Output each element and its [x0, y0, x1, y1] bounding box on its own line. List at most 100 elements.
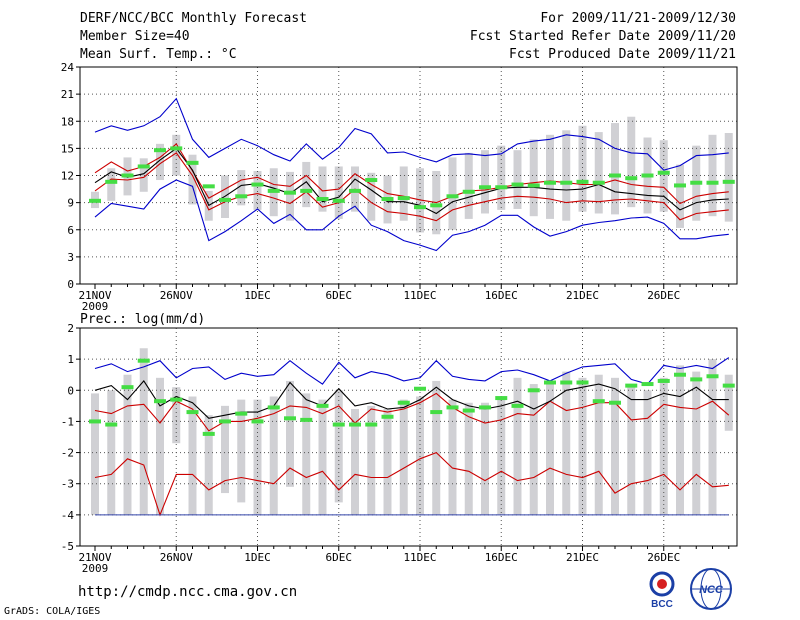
obs-mark: [609, 400, 621, 405]
obs-mark: [657, 378, 670, 383]
spread-box: [643, 390, 652, 515]
spread-box: [481, 402, 489, 515]
y-tick-label: 1: [67, 353, 74, 366]
obs-mark: [722, 383, 735, 388]
series-upper: [94, 143, 729, 205]
spread-box: [188, 396, 197, 515]
series-mean: [94, 147, 729, 215]
obs-mark: [544, 180, 556, 185]
obs-mark: [300, 188, 313, 193]
spread-box: [302, 161, 311, 208]
spread-box: [253, 170, 262, 210]
series-lower: [94, 152, 729, 222]
obs-mark: [706, 180, 719, 185]
series-min: [94, 179, 729, 252]
obs-mark: [397, 196, 410, 201]
obs-mark: [170, 397, 183, 402]
y-tick-label: -3: [61, 478, 74, 491]
obs-mark: [381, 414, 394, 419]
spread-box: [318, 166, 327, 212]
obs-mark: [592, 399, 605, 404]
obs-mark: [430, 203, 443, 208]
obs-mark: [105, 179, 118, 184]
series-lower: [94, 451, 729, 517]
obs-mark: [89, 198, 101, 203]
series-max: [94, 97, 729, 171]
obs-mark: [105, 422, 118, 427]
obs-mark: [154, 148, 166, 153]
spread-box: [204, 415, 213, 515]
obs-mark: [430, 410, 443, 415]
spread-box: [708, 359, 717, 515]
spread-box: [659, 377, 668, 515]
obs-mark: [527, 183, 540, 188]
spread-box: [562, 130, 571, 221]
y-tick-label: 0: [67, 278, 74, 291]
x-tick-label: 11DEC: [403, 551, 436, 564]
y-tick-label: -4: [61, 509, 75, 522]
obs-mark: [576, 380, 589, 385]
x-tick-label: 6DEC: [326, 551, 353, 564]
spread-box: [139, 348, 148, 515]
obs-mark: [446, 194, 459, 199]
x-tick-label: 26NOV: [160, 551, 193, 564]
y-tick-label: 15: [61, 142, 74, 155]
obs-mark: [706, 374, 719, 379]
spread-box: [334, 390, 343, 503]
obs-mark: [202, 184, 215, 189]
obs-mark: [625, 176, 638, 181]
spread-box: [724, 374, 733, 431]
bcc-logo-text: BCC: [651, 599, 673, 610]
spread-box: [497, 396, 506, 515]
x-tick-label: 16DEC: [485, 551, 518, 564]
y-tick-label: 9: [67, 197, 74, 210]
spread-box: [432, 380, 441, 515]
y-tick-label: 21: [61, 88, 74, 101]
x-tick-label: 26NOV: [160, 289, 193, 302]
y-tick-label: 0: [67, 384, 74, 397]
obs-mark: [674, 372, 686, 377]
spread-box: [399, 166, 408, 221]
obs-mark: [544, 380, 556, 385]
obs-mark: [284, 416, 296, 421]
x-tick-label: 16DEC: [485, 289, 518, 302]
series-max: [94, 357, 730, 385]
obs-mark: [267, 405, 280, 410]
obs-mark: [446, 405, 459, 410]
obs-mark: [332, 198, 345, 203]
obs-mark: [511, 403, 524, 408]
spread-box: [91, 393, 99, 515]
x-tick-label: 21NOV: [78, 289, 111, 302]
x-tick-label: 21NOV: [78, 551, 111, 564]
spread-box: [172, 387, 181, 444]
series-mean: [94, 379, 729, 419]
spread-box: [367, 172, 376, 221]
x-tick-label: 1DEC: [244, 289, 271, 302]
spread-box: [334, 166, 343, 219]
obs-mark: [641, 382, 654, 387]
spread-box: [156, 143, 164, 181]
obs-mark: [332, 422, 345, 427]
bcc-logo: BCC: [649, 571, 675, 610]
source-url[interactable]: http://cmdp.ncc.cma.gov.cn: [78, 584, 298, 600]
obs-mark: [511, 182, 524, 187]
x-year-label: 2009: [82, 562, 109, 575]
y-tick-label: 3: [67, 251, 74, 264]
obs-mark: [154, 399, 166, 404]
spread-box: [529, 139, 538, 217]
x-tick-label: 21DEC: [566, 289, 599, 302]
obs-mark: [365, 422, 378, 427]
obs-mark: [235, 194, 248, 199]
obs-mark: [479, 405, 491, 410]
spread-box: [188, 154, 197, 205]
spread-box: [513, 150, 522, 209]
obs-mark: [657, 170, 670, 175]
spread-box: [302, 393, 311, 515]
spread-box: [578, 377, 587, 515]
spread-box: [107, 168, 116, 201]
spread-box: [594, 374, 603, 515]
obs-mark: [219, 419, 231, 424]
y-tick-label: 6: [67, 224, 74, 237]
forecast-period: For 2009/11/21-2009/12/30: [540, 11, 736, 26]
obs-mark: [495, 396, 508, 401]
